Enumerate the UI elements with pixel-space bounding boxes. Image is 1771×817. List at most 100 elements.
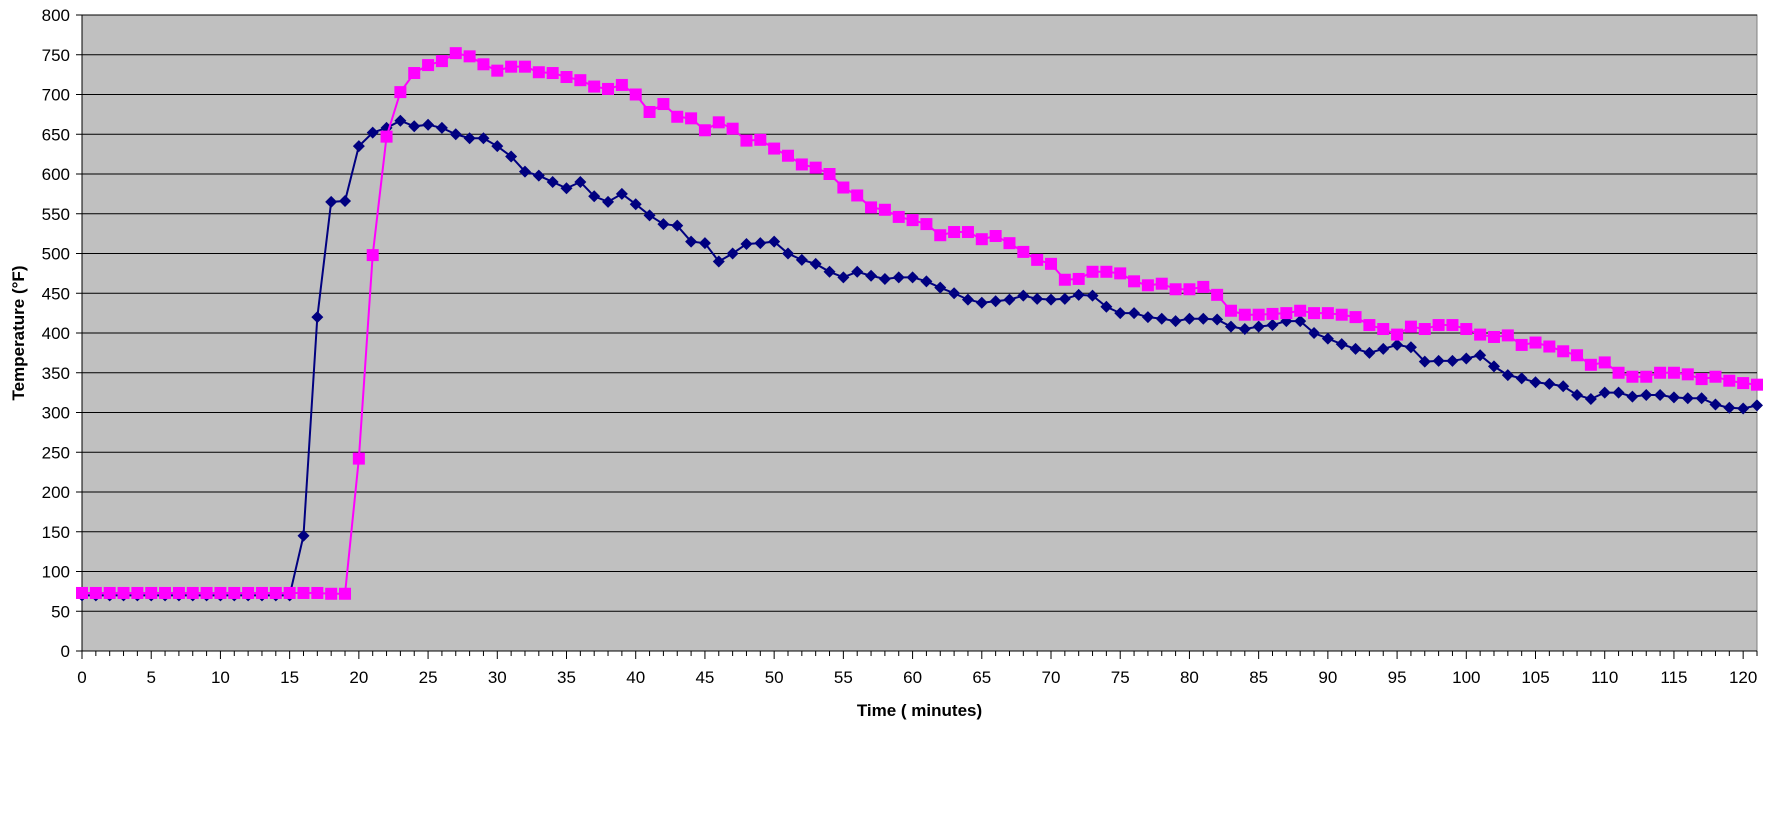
data-point — [325, 195, 338, 208]
data-point — [948, 287, 961, 300]
x-tick-label: 90 — [1318, 668, 1337, 687]
data-point — [518, 60, 531, 73]
data-point — [1695, 373, 1708, 386]
data-point — [781, 247, 794, 260]
data-point — [1667, 391, 1680, 404]
data-point — [643, 209, 656, 222]
series-layer — [76, 47, 1763, 602]
data-point — [1252, 308, 1265, 321]
data-point — [920, 275, 933, 288]
data-point — [1031, 253, 1044, 266]
data-point — [1335, 338, 1348, 351]
data-point — [809, 257, 822, 270]
axes — [76, 14, 1758, 659]
y-tick-label: 600 — [42, 165, 70, 184]
data-point — [1017, 289, 1030, 302]
data-point — [1571, 349, 1584, 362]
data-point — [1543, 340, 1556, 353]
data-point — [477, 132, 490, 145]
data-point — [1487, 360, 1500, 373]
data-point — [1654, 389, 1667, 402]
data-point — [1391, 338, 1404, 351]
data-point — [1529, 336, 1542, 349]
x-tick-label: 115 — [1660, 668, 1687, 687]
data-point — [435, 121, 448, 134]
data-point — [1183, 312, 1196, 325]
data-point — [615, 187, 628, 200]
y-tick-label: 800 — [42, 6, 70, 25]
data-point — [532, 66, 545, 79]
data-point — [1169, 315, 1182, 328]
data-point — [754, 237, 767, 250]
x-tick-label: 75 — [1111, 668, 1130, 687]
data-point — [1640, 389, 1653, 402]
data-point — [726, 122, 739, 135]
x-tick-label: 35 — [557, 668, 576, 687]
x-axis-title: Time ( minutes) — [857, 701, 982, 720]
data-point — [1335, 308, 1348, 321]
data-point — [1640, 370, 1653, 383]
data-point — [1460, 323, 1473, 336]
data-point — [283, 586, 296, 599]
data-point — [823, 265, 836, 278]
data-point — [1681, 368, 1694, 381]
data-point — [851, 189, 864, 202]
data-point — [1224, 320, 1237, 333]
data-point — [837, 181, 850, 194]
data-point — [1709, 398, 1722, 411]
data-point — [574, 74, 587, 87]
data-point — [1737, 402, 1750, 415]
data-point — [1598, 356, 1611, 369]
data-point — [1584, 392, 1597, 405]
data-point — [878, 272, 891, 285]
data-point — [1100, 300, 1113, 313]
data-point — [726, 247, 739, 260]
data-point — [297, 529, 310, 542]
data-point — [1100, 265, 1113, 278]
y-tick-label: 250 — [42, 443, 70, 462]
data-point — [172, 586, 185, 599]
y-tick-label: 0 — [61, 642, 70, 661]
data-point — [671, 219, 684, 232]
data-point — [1377, 342, 1390, 355]
data-point — [1155, 277, 1168, 290]
data-point — [366, 126, 379, 139]
x-tick-label: 100 — [1452, 668, 1480, 687]
data-point — [186, 586, 199, 599]
data-point — [1211, 313, 1224, 326]
data-point — [1266, 319, 1279, 332]
data-point — [339, 587, 352, 600]
y-tick-label: 700 — [42, 86, 70, 105]
data-point — [1086, 265, 1099, 278]
data-point — [920, 218, 933, 231]
data-point — [892, 271, 905, 284]
y-tick-label: 350 — [42, 364, 70, 383]
data-point — [1377, 323, 1390, 336]
data-point — [1626, 390, 1639, 403]
data-point — [1045, 257, 1058, 270]
x-tick-label: 55 — [834, 668, 853, 687]
data-point — [602, 195, 615, 208]
data-point — [657, 98, 670, 111]
data-point — [463, 132, 476, 145]
data-point — [1294, 304, 1307, 317]
data-point — [1681, 392, 1694, 405]
y-tick-label: 750 — [42, 46, 70, 65]
data-point — [352, 452, 365, 465]
data-point — [532, 169, 545, 182]
data-point — [588, 80, 601, 93]
data-point — [975, 233, 988, 246]
data-point — [1432, 319, 1445, 332]
data-point — [200, 586, 213, 599]
data-point — [269, 586, 282, 599]
data-point — [325, 587, 338, 600]
data-point — [837, 271, 850, 284]
data-point — [1723, 374, 1736, 387]
data-point — [1003, 293, 1016, 306]
data-point — [629, 198, 642, 211]
data-point — [1667, 366, 1680, 379]
data-point — [712, 116, 725, 129]
data-point — [339, 195, 352, 208]
data-point — [1501, 369, 1514, 382]
